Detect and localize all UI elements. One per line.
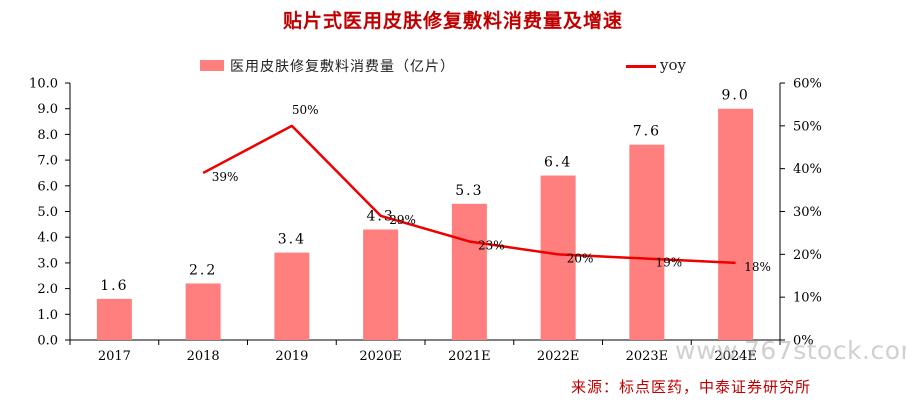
x-tick-label: 2022E [537, 349, 580, 364]
y-left-tick-label: 8.0 [37, 128, 58, 143]
yoy-line [202, 124, 736, 265]
yoy-value-label: 29% [389, 213, 416, 227]
legend-bar-swatch [200, 60, 224, 71]
bar [540, 175, 576, 340]
bar-value-label: 1.6 [100, 278, 128, 294]
y-right-tick-label: 60% [793, 77, 822, 92]
y-left-tick-label: 1.0 [37, 308, 58, 323]
yoy-value-label: 19% [656, 256, 683, 270]
y-left-tick-label: 2.0 [37, 282, 58, 297]
bar-value-label: 6.4 [544, 155, 572, 171]
y-right-tick-label: 10% [793, 291, 822, 306]
x-tick-label: 2017 [98, 349, 131, 364]
y-left-tick-label: 7.0 [37, 154, 58, 169]
y-left-tick-label: 3.0 [37, 256, 58, 271]
bar [185, 283, 221, 340]
source-note: 来源：标点医药，中泰证券研究所 [570, 378, 811, 396]
legend-line-swatch [626, 65, 656, 68]
bar [96, 298, 132, 340]
chart-title: 贴片式医用皮肤修复敷料消费量及增速 [282, 10, 623, 32]
bar-value-label: 3.4 [278, 232, 306, 248]
y-right-tick-label: 0% [793, 334, 814, 349]
yoy-value-label: 23% [478, 238, 505, 252]
y-right-tick-label: 30% [793, 205, 822, 220]
legend-bar-label: 医用皮肤修复敷料消费量（亿片） [230, 59, 455, 75]
bar [274, 252, 310, 340]
bar-value-label: 2.2 [189, 262, 217, 278]
yoy-value-label: 39% [212, 170, 239, 184]
y-right-tick-label: 20% [793, 248, 822, 263]
y-right-tick-label: 40% [793, 162, 822, 177]
bar [363, 229, 399, 340]
yoy-value-label: 20% [567, 251, 594, 265]
x-tick-label: 2019 [275, 349, 308, 364]
x-tick-label: 2024E [714, 349, 757, 364]
bar [629, 144, 665, 340]
y-right-tick-label: 50% [793, 119, 822, 134]
y-left-tick-label: 4.0 [37, 231, 58, 246]
x-tick-label: 2018 [187, 349, 220, 364]
legend-line-label: yoy [660, 56, 686, 74]
bar-value-label: 7.6 [633, 124, 661, 140]
x-tick-label: 2020E [359, 349, 402, 364]
x-tick-label: 2021E [448, 349, 491, 364]
bar-value-label: 9.0 [721, 88, 749, 104]
y-left-tick-label: 6.0 [37, 179, 58, 194]
bar-value-label: 5.3 [455, 183, 483, 199]
bar [451, 203, 487, 340]
y-left-tick-label: 0.0 [37, 334, 58, 349]
y-left-tick-label: 5.0 [37, 205, 58, 220]
yoy-value-label: 50% [292, 103, 319, 117]
bar [718, 108, 754, 340]
y-left-tick-label: 10.0 [29, 77, 58, 92]
yoy-value-label: 18% [744, 260, 771, 274]
watermark: www.767stock.com [675, 336, 906, 365]
y-left-tick-label: 9.0 [37, 102, 58, 117]
x-tick-label: 2023E [626, 349, 669, 364]
